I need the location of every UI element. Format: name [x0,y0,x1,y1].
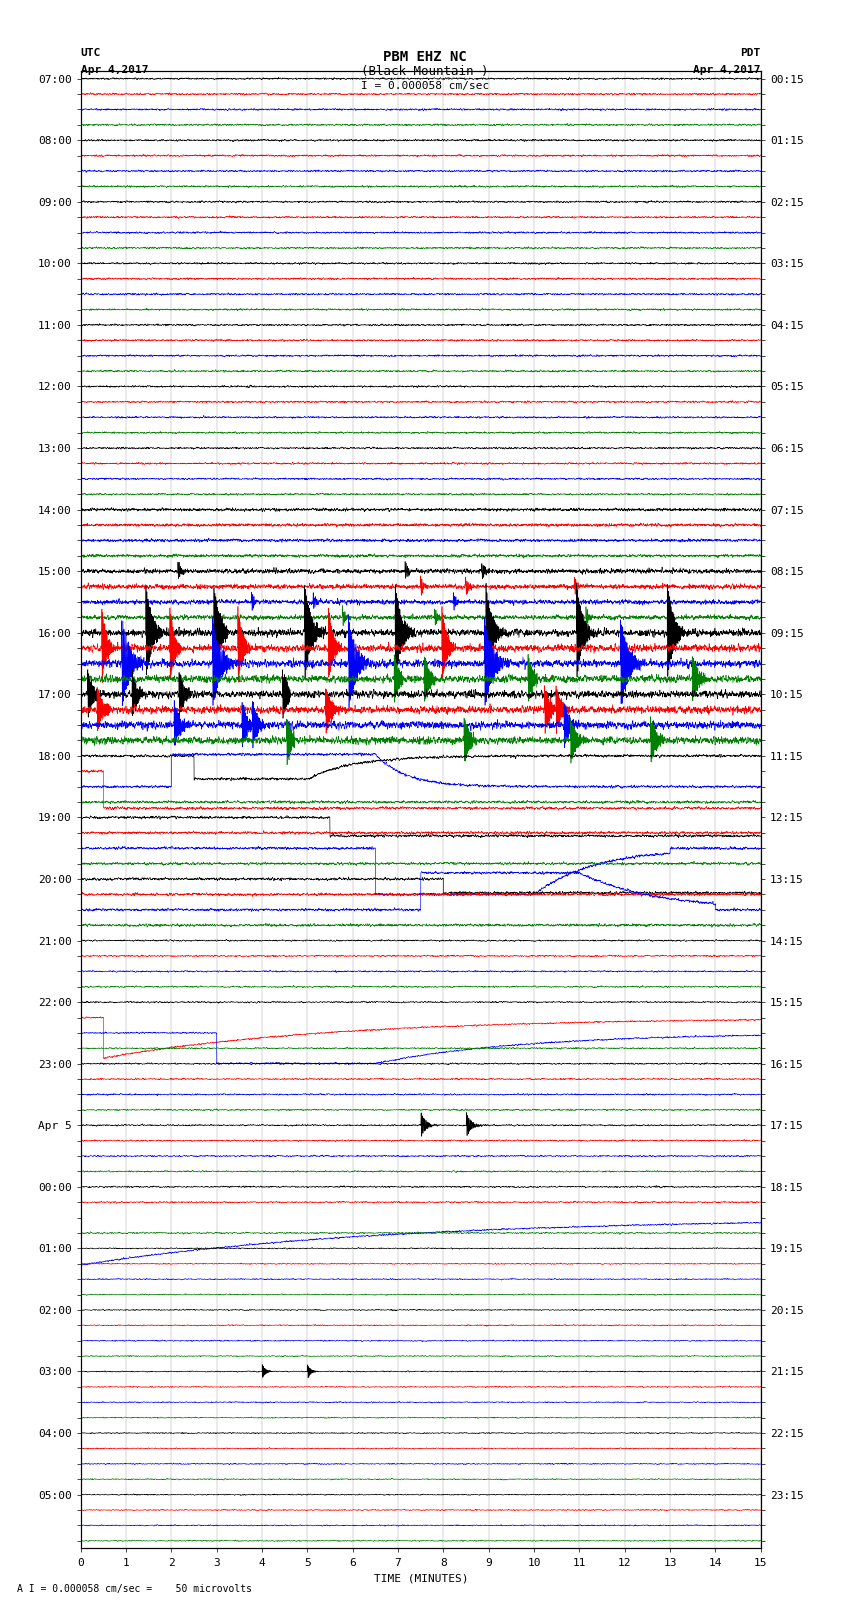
Text: PDT: PDT [740,48,761,58]
Text: PBM EHZ NC: PBM EHZ NC [383,50,467,65]
X-axis label: TIME (MINUTES): TIME (MINUTES) [373,1573,468,1582]
Text: A I = 0.000058 cm/sec =    50 microvolts: A I = 0.000058 cm/sec = 50 microvolts [17,1584,252,1594]
Text: I = 0.000058 cm/sec: I = 0.000058 cm/sec [361,81,489,90]
Text: (Black Mountain ): (Black Mountain ) [361,65,489,77]
Text: UTC: UTC [81,48,101,58]
Text: Apr 4,2017: Apr 4,2017 [694,65,761,74]
Text: Apr 4,2017: Apr 4,2017 [81,65,148,74]
